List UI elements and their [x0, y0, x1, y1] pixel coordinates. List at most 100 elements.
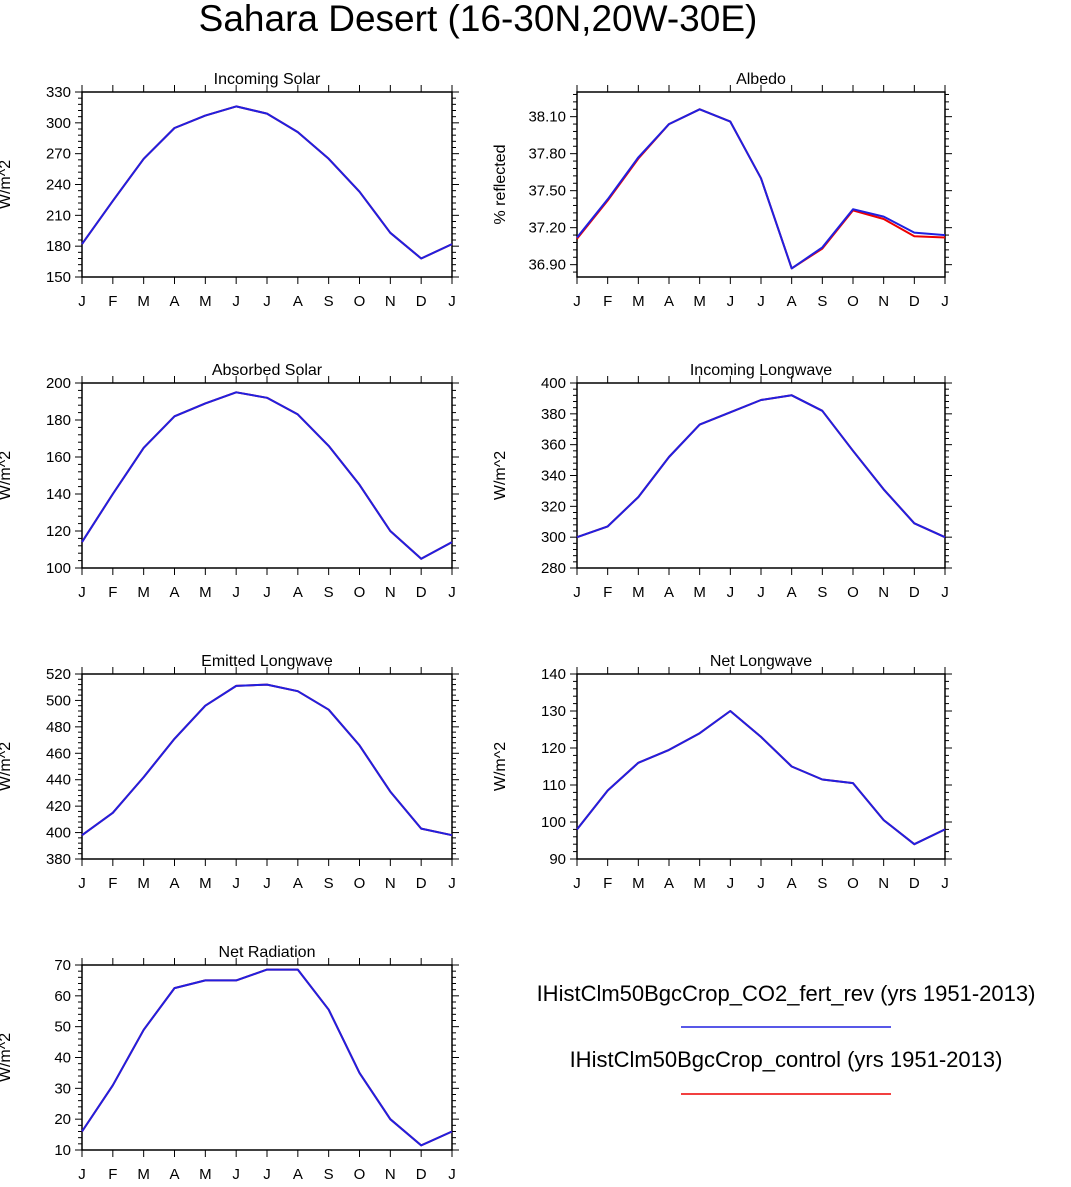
incoming-solar-xtick-label: O	[354, 293, 366, 310]
incoming-solar-xtick-label: J	[263, 293, 271, 310]
net-radiation-ytick-label: 10	[54, 1142, 71, 1159]
emitted-longwave-xtick-label: N	[385, 875, 396, 892]
net-longwave-ytick-label: 130	[541, 703, 566, 720]
incoming-longwave-ytick-label: 380	[541, 406, 566, 423]
emitted-longwave-ytick-label: 380	[46, 851, 71, 868]
net-longwave-ytick-label: 110	[542, 777, 566, 794]
net-radiation-title: Net Radiation	[219, 944, 316, 961]
emitted-longwave-xtick-label: M	[137, 875, 150, 892]
panel-net-longwave: Net Longwave W/m^2 90 100 110 120 130 140 J F M A M J…	[492, 653, 952, 892]
absorbed-solar-ylabel: W/m^2	[0, 451, 14, 500]
net-radiation-xtick-label: F	[108, 1166, 117, 1183]
net-radiation-xtick-label: A	[169, 1166, 179, 1183]
panel-incoming-longwave: Incoming Longwave W/m^2 280 300 320 340 360 380…	[492, 362, 952, 601]
main-title: Sahara Desert (16-30N,20W-30E)	[199, 0, 758, 39]
panel-net-radiation: Net Radiation W/m^2 10 20 30 40 50 60 70 J F M A M J J A…	[0, 944, 459, 1183]
incoming-solar-line-fert	[81, 105, 453, 260]
incoming-longwave-xtick-label: O	[847, 584, 859, 601]
net-radiation-ytick-label: 20	[54, 1111, 71, 1128]
incoming-longwave-ytick-label: 280	[541, 560, 566, 577]
incoming-solar-line-control	[81, 105, 453, 260]
emitted-longwave-title: Emitted Longwave	[201, 653, 333, 670]
absorbed-solar-ytick-label: 200	[46, 375, 71, 392]
albedo-xtick-label: J	[727, 293, 735, 310]
incoming-solar-xtick-label: D	[416, 293, 427, 310]
absorbed-solar-xtick-label: J	[232, 584, 240, 601]
albedo-ytick-label: 37.50	[528, 183, 566, 200]
incoming-solar-title: Incoming Solar	[214, 71, 321, 88]
incoming-longwave-ytick-label: 360	[541, 437, 566, 454]
absorbed-solar-line-fert	[81, 391, 453, 560]
net-longwave-ylabel: W/m^2	[492, 742, 509, 791]
net-radiation-xtick-label: J	[78, 1166, 86, 1183]
legend: IHistClm50BgcCrop_CO2_fert_rev (yrs 1951…	[537, 981, 1036, 1095]
emitted-longwave-xtick-label: D	[416, 875, 427, 892]
incoming-longwave-xtick-label: D	[909, 584, 920, 601]
emitted-longwave-xtick-label: O	[354, 875, 366, 892]
incoming-solar-xtick-label: M	[199, 293, 212, 310]
net-radiation-xtick-label: S	[324, 1166, 334, 1183]
net-radiation-ytick-label: 40	[54, 1050, 71, 1067]
albedo-xtick-label: J	[573, 293, 581, 310]
albedo-title: Albedo	[736, 71, 786, 88]
absorbed-solar-ytick-label: 120	[46, 523, 71, 540]
absorbed-solar-ytick-label: 100	[46, 560, 71, 577]
panel-emitted-longwave: Emitted Longwave W/m^2 380 400 420 440 460 480 5…	[0, 653, 459, 892]
absorbed-solar-xtick-label: M	[199, 584, 212, 601]
absorbed-solar-xtick-label: N	[385, 584, 396, 601]
emitted-longwave-line-fert	[81, 683, 453, 837]
net-radiation-xtick-label: D	[416, 1166, 427, 1183]
incoming-longwave-ytick-label: 320	[541, 498, 566, 515]
net-longwave-xtick-label: J	[727, 875, 735, 892]
net-longwave-xtick-label: O	[847, 875, 859, 892]
panels: Incoming Solar W/m^2 150 180 210 240 270 300 330…	[0, 71, 952, 1183]
incoming-solar-xtick-label: J	[232, 293, 240, 310]
net-radiation-line-control	[81, 968, 453, 1147]
absorbed-solar-xtick-label: J	[263, 584, 271, 601]
emitted-longwave-ytick-label: 500	[46, 692, 71, 709]
legend-label-control: IHistClm50BgcCrop_control (yrs 1951-2013…	[570, 1047, 1003, 1072]
emitted-longwave-xtick-label: S	[324, 875, 334, 892]
net-longwave-xtick-label: A	[787, 875, 797, 892]
incoming-longwave-xtick-label: J	[573, 584, 581, 601]
net-longwave-xtick-label: F	[603, 875, 612, 892]
absorbed-solar-frame	[81, 382, 453, 569]
incoming-solar-xtick-label: M	[137, 293, 150, 310]
absorbed-solar-xtick-label: S	[324, 584, 334, 601]
albedo-ytick-label: 37.80	[528, 146, 566, 163]
emitted-longwave-ytick-label: 520	[46, 666, 71, 683]
incoming-longwave-xtick-label: M	[632, 584, 645, 601]
albedo-xtick-label: J	[941, 293, 949, 310]
legend-label-fert: IHistClm50BgcCrop_CO2_fert_rev (yrs 1951…	[537, 981, 1036, 1006]
absorbed-solar-xtick-label: M	[137, 584, 150, 601]
net-radiation-ytick-label: 60	[54, 988, 71, 1005]
net-radiation-ylabel: W/m^2	[0, 1033, 14, 1082]
absorbed-solar-xtick-label: F	[108, 584, 117, 601]
incoming-solar-ytick-label: 240	[46, 177, 71, 194]
net-radiation-xtick-label: M	[199, 1166, 212, 1183]
incoming-longwave-xtick-label: N	[878, 584, 889, 601]
emitted-longwave-ytick-label: 480	[46, 719, 71, 736]
incoming-longwave-line-fert	[576, 394, 946, 539]
incoming-longwave-ytick-label: 300	[541, 529, 566, 546]
panel-absorbed-solar: Absorbed Solar W/m^2 100 120 140 160 180 200 J F M…	[0, 362, 459, 601]
incoming-solar-xtick-label: J	[78, 293, 86, 310]
net-longwave-xtick-label: J	[573, 875, 581, 892]
net-radiation-ytick-label: 70	[54, 957, 71, 974]
albedo-ylabel: % reflected	[492, 144, 509, 224]
absorbed-solar-xtick-label: D	[416, 584, 427, 601]
net-longwave-ytick-label: 90	[549, 851, 566, 868]
net-radiation-ytick-label: 30	[54, 1080, 71, 1097]
net-longwave-xtick-label: A	[664, 875, 674, 892]
incoming-longwave-xtick-label: A	[664, 584, 674, 601]
emitted-longwave-xtick-label: M	[199, 875, 212, 892]
absorbed-solar-xtick-label: A	[293, 584, 303, 601]
incoming-solar-xtick-label: S	[324, 293, 334, 310]
albedo-ytick-label: 37.20	[528, 220, 566, 237]
albedo-xtick-label: J	[757, 293, 765, 310]
absorbed-solar-xtick-label: O	[354, 584, 366, 601]
net-longwave-ytick-label: 100	[541, 814, 566, 831]
net-radiation-xtick-label: J	[232, 1166, 240, 1183]
emitted-longwave-frame	[81, 673, 453, 860]
